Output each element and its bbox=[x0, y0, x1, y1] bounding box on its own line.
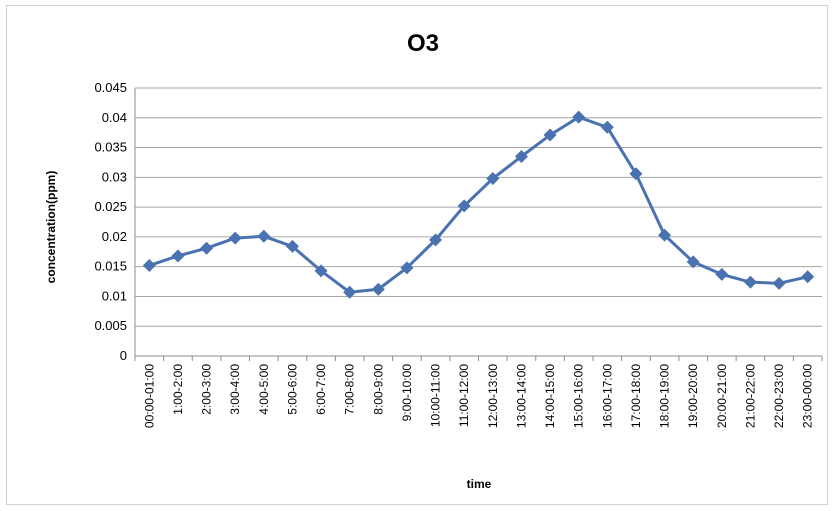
x-tick-label: 4:00-5:00 bbox=[257, 364, 271, 415]
x-tick-label: 6:00-7:00 bbox=[314, 364, 328, 415]
y-axis-label: concentration(ppm) bbox=[44, 171, 58, 284]
data-point-marker bbox=[658, 228, 672, 242]
chart-svg: O3 0 0.005 0.01 0.015 0.02 0.025 0.03 0.035 0.04… bbox=[44, 30, 823, 491]
y-tick-labels: 0 0.005 0.01 0.015 0.02 0.025 0.03 0.035 0.04 0.0… bbox=[94, 80, 127, 363]
y-tick-label: 0.01 bbox=[102, 288, 127, 303]
chart-title: O3 bbox=[407, 30, 439, 57]
x-tick-label: 20:00-21:00 bbox=[715, 364, 729, 428]
x-tick-label: 18:00-19:00 bbox=[658, 364, 672, 428]
x-tick-label: 15:00-16:00 bbox=[572, 364, 586, 428]
x-tick-label: 00:00-01:00 bbox=[142, 364, 156, 428]
data-point-marker bbox=[257, 229, 271, 243]
y-tick-label: 0.035 bbox=[94, 140, 127, 155]
y-tick-label: 0.03 bbox=[102, 169, 127, 184]
data-point-marker bbox=[715, 267, 729, 281]
x-tick-label: 12:00-13:00 bbox=[486, 364, 500, 428]
data-point-marker bbox=[600, 120, 614, 134]
data-point-marker bbox=[629, 167, 643, 181]
x-tick-label: 9:00-10:00 bbox=[400, 364, 414, 422]
x-tick-label: 1:00-2:00 bbox=[171, 364, 185, 415]
data-point-marker bbox=[801, 270, 815, 284]
x-axis-label: time bbox=[467, 477, 492, 491]
x-tick-label: 13:00-14:00 bbox=[514, 364, 528, 428]
data-point-marker bbox=[429, 233, 443, 247]
data-point-marker bbox=[228, 231, 242, 245]
y-tick-label: 0.02 bbox=[102, 229, 127, 244]
x-tick-label: 8:00-9:00 bbox=[371, 364, 385, 415]
x-tick-label: 2:00-3:00 bbox=[200, 364, 214, 415]
data-point-marker bbox=[285, 239, 299, 253]
data-point-marker bbox=[343, 285, 357, 299]
y-tick-label: 0.04 bbox=[102, 110, 127, 125]
grid-layer bbox=[134, 87, 823, 361]
data-point-marker bbox=[572, 110, 586, 124]
data-point-marker bbox=[314, 264, 328, 278]
data-point-marker bbox=[543, 128, 557, 142]
x-tick-label: 5:00-6:00 bbox=[285, 364, 299, 415]
data-point-marker bbox=[514, 149, 528, 163]
x-tick-label: 17:00-18:00 bbox=[629, 364, 643, 428]
x-tick-label: 14:00-15:00 bbox=[543, 364, 557, 428]
data-point-marker bbox=[171, 249, 185, 263]
series-line bbox=[148, 115, 809, 294]
data-point-marker bbox=[400, 261, 414, 275]
x-tick-label: 19:00-20:00 bbox=[686, 364, 700, 428]
x-tick-label: 7:00-8:00 bbox=[343, 364, 357, 415]
series-layer bbox=[142, 110, 815, 299]
y-tick-label: 0.015 bbox=[94, 259, 127, 274]
x-tick-label: 11:00-12:00 bbox=[457, 364, 471, 427]
x-tick-label: 3:00-4:00 bbox=[228, 364, 242, 415]
data-point-marker bbox=[686, 255, 700, 269]
data-point-marker bbox=[486, 172, 500, 186]
data-point-marker bbox=[142, 258, 156, 272]
y-tick-label: 0.025 bbox=[94, 199, 127, 214]
x-tick-label: 21:00-22:00 bbox=[743, 364, 757, 428]
x-tick-label: 10:00-11:00 bbox=[429, 364, 443, 427]
data-point-marker bbox=[772, 276, 786, 290]
y-tick-label: 0 bbox=[120, 348, 127, 363]
y-tick-label: 0.045 bbox=[94, 80, 127, 95]
x-tick-labels: 00:00-01:00 1:00-2:00 2:00-3:00 3:00-4:00 4:… bbox=[142, 364, 814, 428]
data-point-marker bbox=[457, 199, 471, 213]
x-tick-label: 23:00-00:00 bbox=[801, 364, 815, 428]
data-point-marker bbox=[371, 282, 385, 296]
chart-frame: O3 0 0.005 0.01 0.015 0.02 0.025 0.03 0.035 0.04… bbox=[6, 5, 828, 505]
x-tick-label: 16:00-17:00 bbox=[600, 364, 614, 428]
data-point-marker bbox=[743, 275, 757, 289]
data-point-marker bbox=[200, 241, 214, 255]
y-tick-label: 0.005 bbox=[94, 318, 127, 333]
x-tick-label: 22:00-23:00 bbox=[772, 364, 786, 428]
